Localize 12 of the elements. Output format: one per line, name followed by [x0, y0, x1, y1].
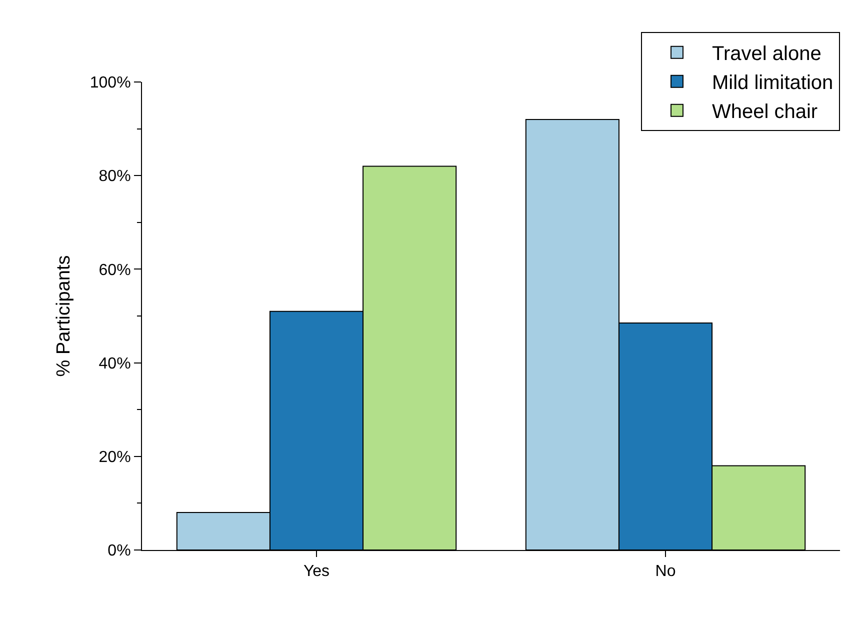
y-tick-label: 40%: [98, 355, 131, 372]
legend-label: Mild limitation: [712, 72, 834, 94]
legend-label: Wheel chair: [712, 101, 818, 124]
legend-label: Travel alone: [712, 43, 822, 66]
y-tick-label: 100%: [90, 74, 131, 92]
y-tick-label: 0%: [108, 542, 131, 560]
x-tick-label: No: [655, 563, 676, 580]
x-tick-label: Yes: [303, 563, 330, 580]
y-axis-title: % Participants: [54, 255, 75, 377]
y-tick-label: 20%: [98, 449, 131, 466]
y-tick-label: 60%: [98, 262, 131, 279]
y-tick-label: 80%: [98, 168, 131, 186]
